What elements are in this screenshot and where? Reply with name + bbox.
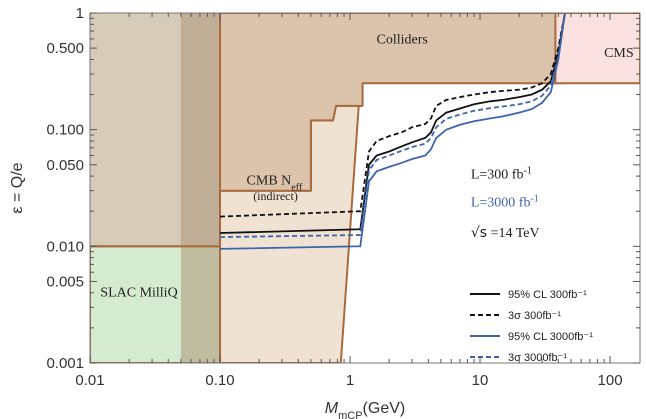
plot-frame <box>89 12 641 364</box>
legend: 95% CL 300fb⁻¹ 3σ 300fb⁻¹ 95% CL 3000fb⁻¹ 3… <box>470 289 593 364</box>
region-overlay-5 <box>180 13 220 363</box>
region-label-slac-milliq: SLAC MilliQ <box>100 286 177 301</box>
annotation-2: √s =14 TeV <box>471 225 540 241</box>
axes-layer: 0.01 0.10 1 10 100 0.001 0.005 0.010 0.050 0.100 0… <box>9 5 641 419</box>
region-label-cms: CMS <box>604 46 634 61</box>
legend-label-0: 95% CL 300fb⁻¹ <box>508 289 587 301</box>
y-tick-label: 1 <box>76 5 84 22</box>
region-note-cmb-neff: (indirect) <box>253 189 298 203</box>
y-axis-title: ε = Q/e <box>9 162 26 213</box>
y-tick-label: 0.050 <box>46 157 84 174</box>
y-tick-label: 0.005 <box>46 273 84 290</box>
series-line-95-cl-3000fb <box>219 13 566 250</box>
series-layer <box>219 13 566 250</box>
x-tick-label: 0.10 <box>205 372 234 389</box>
x-tick-label: 10 <box>472 372 489 389</box>
legend-label-3: 3σ 3000fb⁻¹ <box>508 352 567 364</box>
series-line-95-cl-300fb <box>219 13 566 234</box>
y-tick-label: 0.010 <box>46 238 84 255</box>
annotation-0: L=300 fb-1 <box>471 165 532 183</box>
annotation-1: L=3000 fb-1 <box>471 193 539 211</box>
regions-layer <box>90 13 640 363</box>
legend-label-2: 95% CL 3000fb⁻¹ <box>508 331 593 343</box>
x-axis-title: MmCP(GeV) <box>325 400 405 419</box>
annotations-layer: L=300 fb-1 L=3000 fb-1 √s =14 TeV <box>471 165 540 241</box>
x-tick-label: 1 <box>346 372 354 389</box>
region-label-cmb-neff: CMB Neff <box>247 173 303 193</box>
y-tick-label: 0.100 <box>46 122 84 139</box>
x-tick-label: 0.01 <box>75 372 104 389</box>
region-label-colliders: Colliders <box>377 32 428 47</box>
series-line-3-300fb <box>219 13 566 218</box>
y-tick-label: 0.001 <box>46 355 84 372</box>
y-tick-label: 0.500 <box>46 40 84 57</box>
legend-label-1: 3σ 300fb⁻¹ <box>508 310 561 322</box>
region-cms <box>554 13 640 85</box>
labels-layer: SLAC MilliQ CMB Neff(indirect) Colliders CM… <box>100 32 633 300</box>
x-tick-label: 100 <box>598 372 623 389</box>
